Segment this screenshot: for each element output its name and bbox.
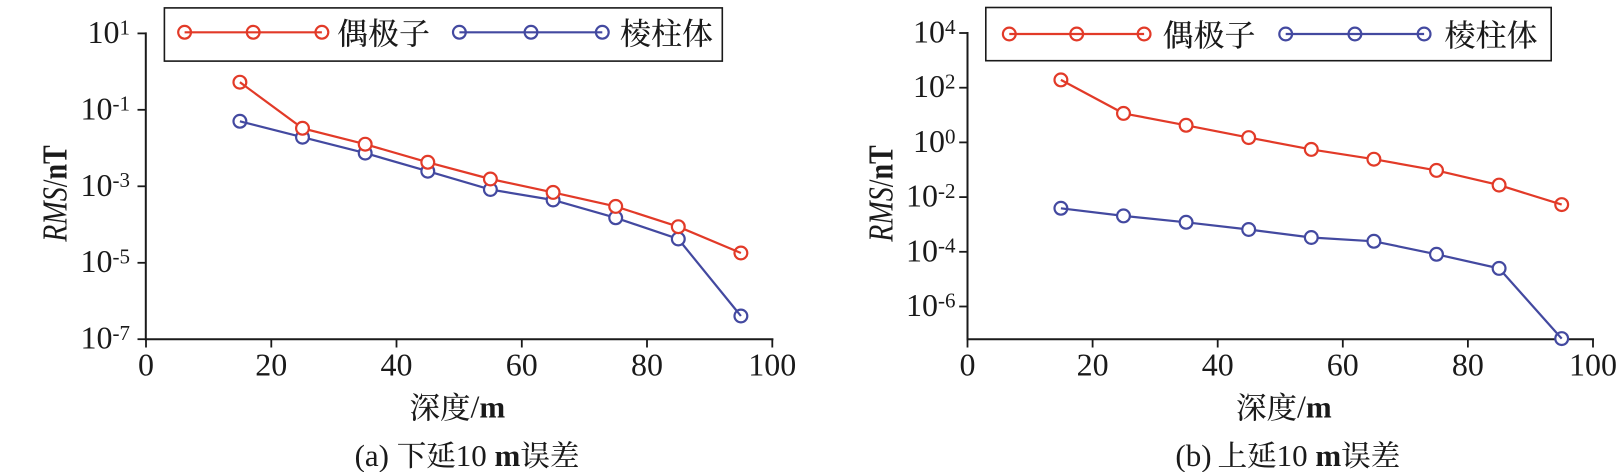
svg-text:/m: /m: [471, 389, 506, 425]
svg-text:10-4: 10-4: [906, 232, 956, 268]
svg-text:100: 100: [913, 123, 956, 159]
svg-text:(a): (a): [355, 438, 389, 472]
svg-text:100: 100: [1569, 347, 1617, 383]
svg-text:101: 101: [88, 14, 131, 50]
svg-text:(b): (b): [1175, 438, 1211, 472]
svg-text:100: 100: [748, 347, 796, 383]
svg-text:0: 0: [138, 347, 154, 383]
svg-text:RMS/nT: RMS/nT: [861, 145, 900, 242]
svg-text:104: 104: [913, 14, 956, 50]
svg-text:10-3: 10-3: [81, 167, 131, 203]
svg-text:/m: /m: [1297, 389, 1332, 425]
svg-text:10 m: 10 m: [1277, 438, 1342, 472]
svg-text:10 m: 10 m: [456, 438, 521, 472]
svg-text:60: 60: [1327, 347, 1359, 383]
svg-text:10-6: 10-6: [906, 287, 956, 323]
svg-text:10-2: 10-2: [906, 178, 956, 214]
svg-text:0: 0: [960, 347, 976, 383]
svg-text:40: 40: [381, 347, 413, 383]
svg-text:20: 20: [255, 347, 287, 383]
svg-text:40: 40: [1202, 347, 1234, 383]
svg-text:102: 102: [913, 68, 956, 104]
svg-text:10-7: 10-7: [81, 320, 131, 356]
svg-text:60: 60: [506, 347, 538, 383]
svg-text:10-1: 10-1: [81, 90, 131, 126]
svg-text:10-5: 10-5: [81, 243, 131, 279]
svg-text:20: 20: [1077, 347, 1109, 383]
svg-text:80: 80: [631, 347, 663, 383]
svg-text:80: 80: [1452, 347, 1484, 383]
svg-text:RMS/nT: RMS/nT: [35, 145, 74, 242]
